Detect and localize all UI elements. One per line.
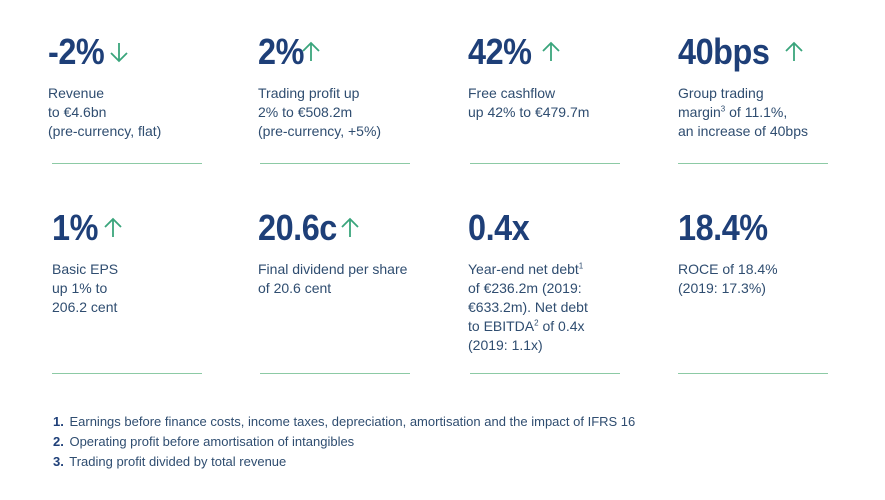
divider bbox=[470, 373, 620, 374]
footnote: 1. Earnings before finance costs, income… bbox=[53, 414, 636, 429]
kpi-group-trading-margin: 40bps Group trading margin3 of 11.1%, an… bbox=[678, 32, 858, 141]
kpi-roce: 18.4% ROCE of 18.4% (2019: 17.3%) bbox=[678, 208, 838, 298]
kpi-value: -2% bbox=[48, 31, 105, 72]
divider bbox=[260, 163, 410, 164]
footnote: 3. Trading profit divided by total reven… bbox=[53, 454, 287, 469]
kpi-description: Year-end net debt1 of €236.2m (2019: €63… bbox=[468, 261, 588, 353]
kpi-net-debt: 0.4x Year-end net debt1 of €236.2m (2019… bbox=[468, 208, 628, 355]
divider bbox=[678, 373, 828, 374]
divider bbox=[52, 373, 202, 374]
kpi-description: Free cashflow up 42% to €479.7m bbox=[468, 85, 590, 120]
footnote: 2. Operating profit before amortisation … bbox=[53, 434, 355, 449]
kpi-trading-profit: 2% Trading profit up 2% to €508.2m (pre-… bbox=[258, 32, 418, 141]
up-arrow-icon bbox=[103, 217, 123, 239]
kpi-description: Basic EPS up 1% to 206.2 cent bbox=[52, 261, 119, 315]
up-arrow-icon bbox=[340, 217, 360, 239]
kpi-description: Final dividend per share of 20.6 cent bbox=[258, 261, 408, 296]
kpi-value: 2% bbox=[258, 31, 304, 72]
divider bbox=[678, 163, 828, 164]
kpi-value: 42% bbox=[468, 31, 532, 72]
kpi-free-cashflow: 42% Free cashflow up 42% to €479.7m bbox=[468, 32, 628, 122]
kpi-basic-eps: 1% Basic EPS up 1% to 206.2 cent bbox=[52, 208, 212, 317]
kpi-final-dividend: 20.6c Final dividend per share of 20.6 c… bbox=[258, 208, 438, 298]
divider bbox=[52, 163, 202, 164]
kpi-value: 18.4% bbox=[678, 207, 768, 248]
down-arrow-icon bbox=[109, 41, 129, 63]
footnotes: 1. Earnings before finance costs, income… bbox=[53, 412, 635, 472]
divider bbox=[260, 373, 410, 374]
kpi-value: 1% bbox=[52, 207, 98, 248]
divider bbox=[470, 163, 620, 164]
kpi-value: 40bps bbox=[678, 31, 770, 72]
kpi-value: 0.4x bbox=[468, 207, 530, 248]
up-arrow-icon bbox=[541, 41, 561, 63]
kpi-revenue: -2% Revenue to €4.6bn (pre-currency, fla… bbox=[48, 32, 208, 141]
kpi-description: Trading profit up 2% to €508.2m (pre-cur… bbox=[258, 85, 382, 139]
up-arrow-icon bbox=[784, 41, 804, 63]
kpi-value: 20.6c bbox=[258, 207, 337, 248]
up-arrow-icon bbox=[301, 41, 321, 63]
kpi-description: ROCE of 18.4% (2019: 17.3%) bbox=[678, 261, 778, 296]
kpi-description: Revenue to €4.6bn (pre-currency, flat) bbox=[48, 85, 162, 139]
kpi-description: Group trading margin3 of 11.1%, an incre… bbox=[678, 85, 808, 139]
